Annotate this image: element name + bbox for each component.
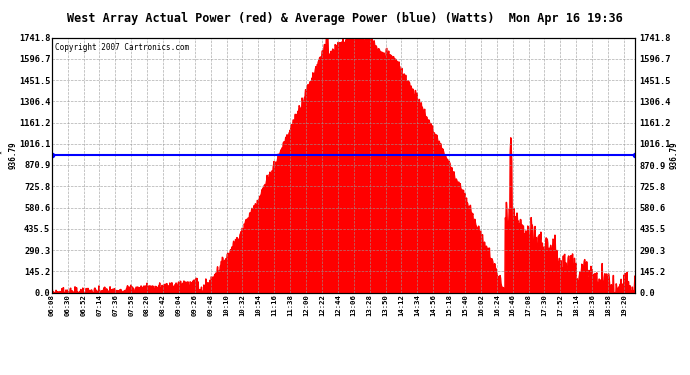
- Text: 936.79: 936.79: [8, 141, 17, 169]
- Text: Copyright 2007 Cartronics.com: Copyright 2007 Cartronics.com: [55, 43, 189, 52]
- Text: *: *: [0, 151, 1, 160]
- Text: West Array Actual Power (red) & Average Power (blue) (Watts)  Mon Apr 16 19:36: West Array Actual Power (red) & Average …: [67, 12, 623, 25]
- Text: 936.79: 936.79: [669, 141, 678, 169]
